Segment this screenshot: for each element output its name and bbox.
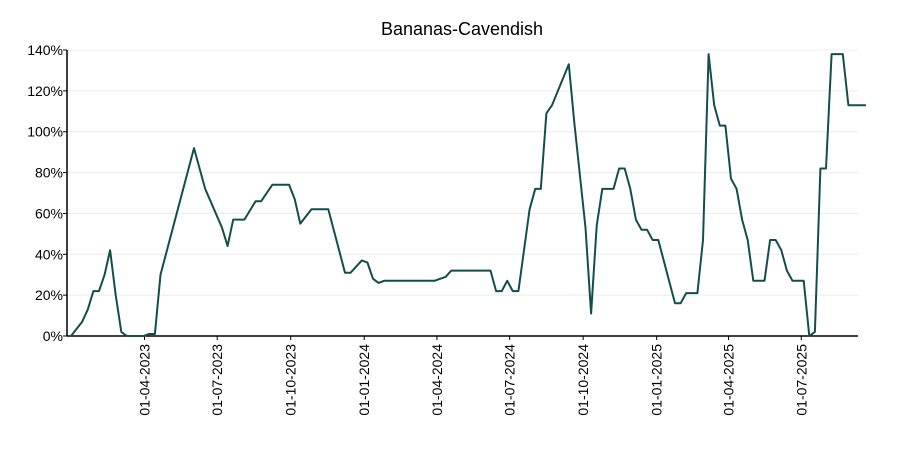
- series-line: [70, 53, 867, 337]
- y-tick-label: 20%: [35, 287, 63, 303]
- y-tick-label: 0%: [43, 328, 63, 344]
- y-tick-label: 140%: [27, 42, 63, 58]
- axes: [66, 50, 858, 337]
- y-tick-label: 60%: [35, 205, 63, 221]
- y-tick-label: 40%: [35, 246, 63, 262]
- x-tick-label: 01-07-2023: [209, 344, 225, 416]
- x-tick-label: 01-01-2024: [356, 344, 372, 416]
- x-tick-label: 01-04-2023: [137, 344, 153, 416]
- y-tick-label: 100%: [27, 124, 63, 140]
- x-tick-label: 01-04-2025: [721, 344, 737, 416]
- x-tick-label: 01-01-2025: [649, 344, 665, 416]
- y-axis-ticks: 0% 20% 40% 60% 80% 100% 120% 140%: [27, 42, 67, 344]
- y-tick-label: 80%: [35, 165, 63, 181]
- chart-title: Bananas-Cavendish: [381, 19, 543, 39]
- x-tick-label: 01-10-2023: [283, 344, 299, 416]
- x-tick-label: 01-07-2025: [793, 344, 809, 416]
- x-tick-label: 01-07-2024: [502, 344, 518, 416]
- x-axis-ticks: 01-04-2023 01-07-2023 01-10-2023 01-01-2024…: [137, 336, 809, 416]
- y-tick-label: 120%: [27, 83, 63, 99]
- series-group: [70, 53, 867, 337]
- x-tick-label: 01-10-2024: [575, 344, 591, 416]
- grid-lines: [67, 49, 858, 296]
- x-tick-label: 01-04-2024: [429, 344, 445, 416]
